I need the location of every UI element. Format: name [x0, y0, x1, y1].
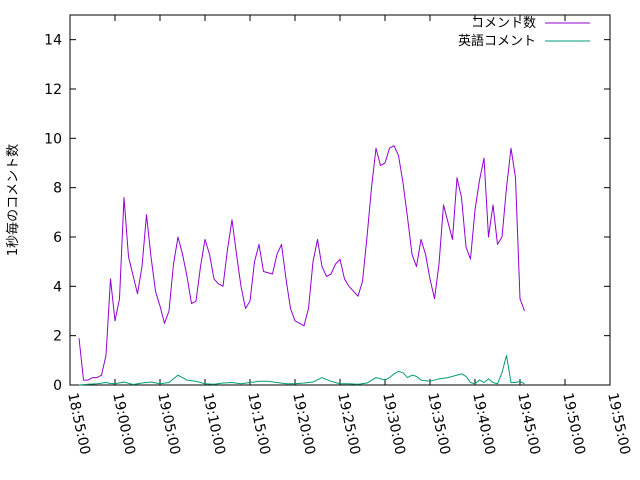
plot-frame — [69, 14, 611, 386]
x-tick-label: 19:35:00 — [424, 391, 453, 456]
x-tick-label: 19:30:00 — [379, 391, 408, 456]
x-tick-label: 19:20:00 — [289, 391, 318, 456]
y-tick-label: 2 — [53, 329, 62, 345]
series-line-1 — [78, 354, 525, 386]
y-tick-label: 10 — [44, 131, 62, 147]
series-line-0 — [78, 145, 525, 381]
x-tick-label: 19:55:00 — [604, 391, 633, 456]
y-axis-label: 1秒毎のコメント数 — [5, 144, 21, 256]
x-tick-label: 19:40:00 — [469, 391, 498, 456]
y-tick-label: 8 — [53, 181, 62, 197]
x-tick-label: 19:05:00 — [154, 391, 183, 456]
x-tick-label: 19:10:00 — [199, 391, 228, 456]
legend-label-1: 英語コメント — [458, 33, 536, 49]
y-axis-ticks: 0 2 4 6 8 10 12 14 — [44, 33, 610, 394]
x-axis-ticks: 18:55:00 19:00:00 19:05:00 19:10:00 19:15:00… — [64, 15, 633, 456]
x-tick-label: 19:25:00 — [334, 391, 363, 456]
y-tick-label: 6 — [53, 230, 62, 246]
x-tick-label: 19:50:00 — [559, 391, 588, 456]
x-tick-label: 19:00:00 — [109, 391, 138, 456]
y-tick-label: 0 — [53, 378, 62, 394]
series-lines — [78, 145, 525, 386]
x-tick-label: 19:15:00 — [244, 391, 273, 456]
y-tick-label: 14 — [44, 33, 62, 49]
x-tick-label: 18:55:00 — [64, 391, 93, 456]
x-tick-label: 19:45:00 — [514, 391, 543, 456]
y-tick-label: 12 — [44, 82, 62, 98]
y-tick-label: 4 — [53, 279, 62, 295]
legend-label-0: コメント数 — [471, 16, 536, 31]
